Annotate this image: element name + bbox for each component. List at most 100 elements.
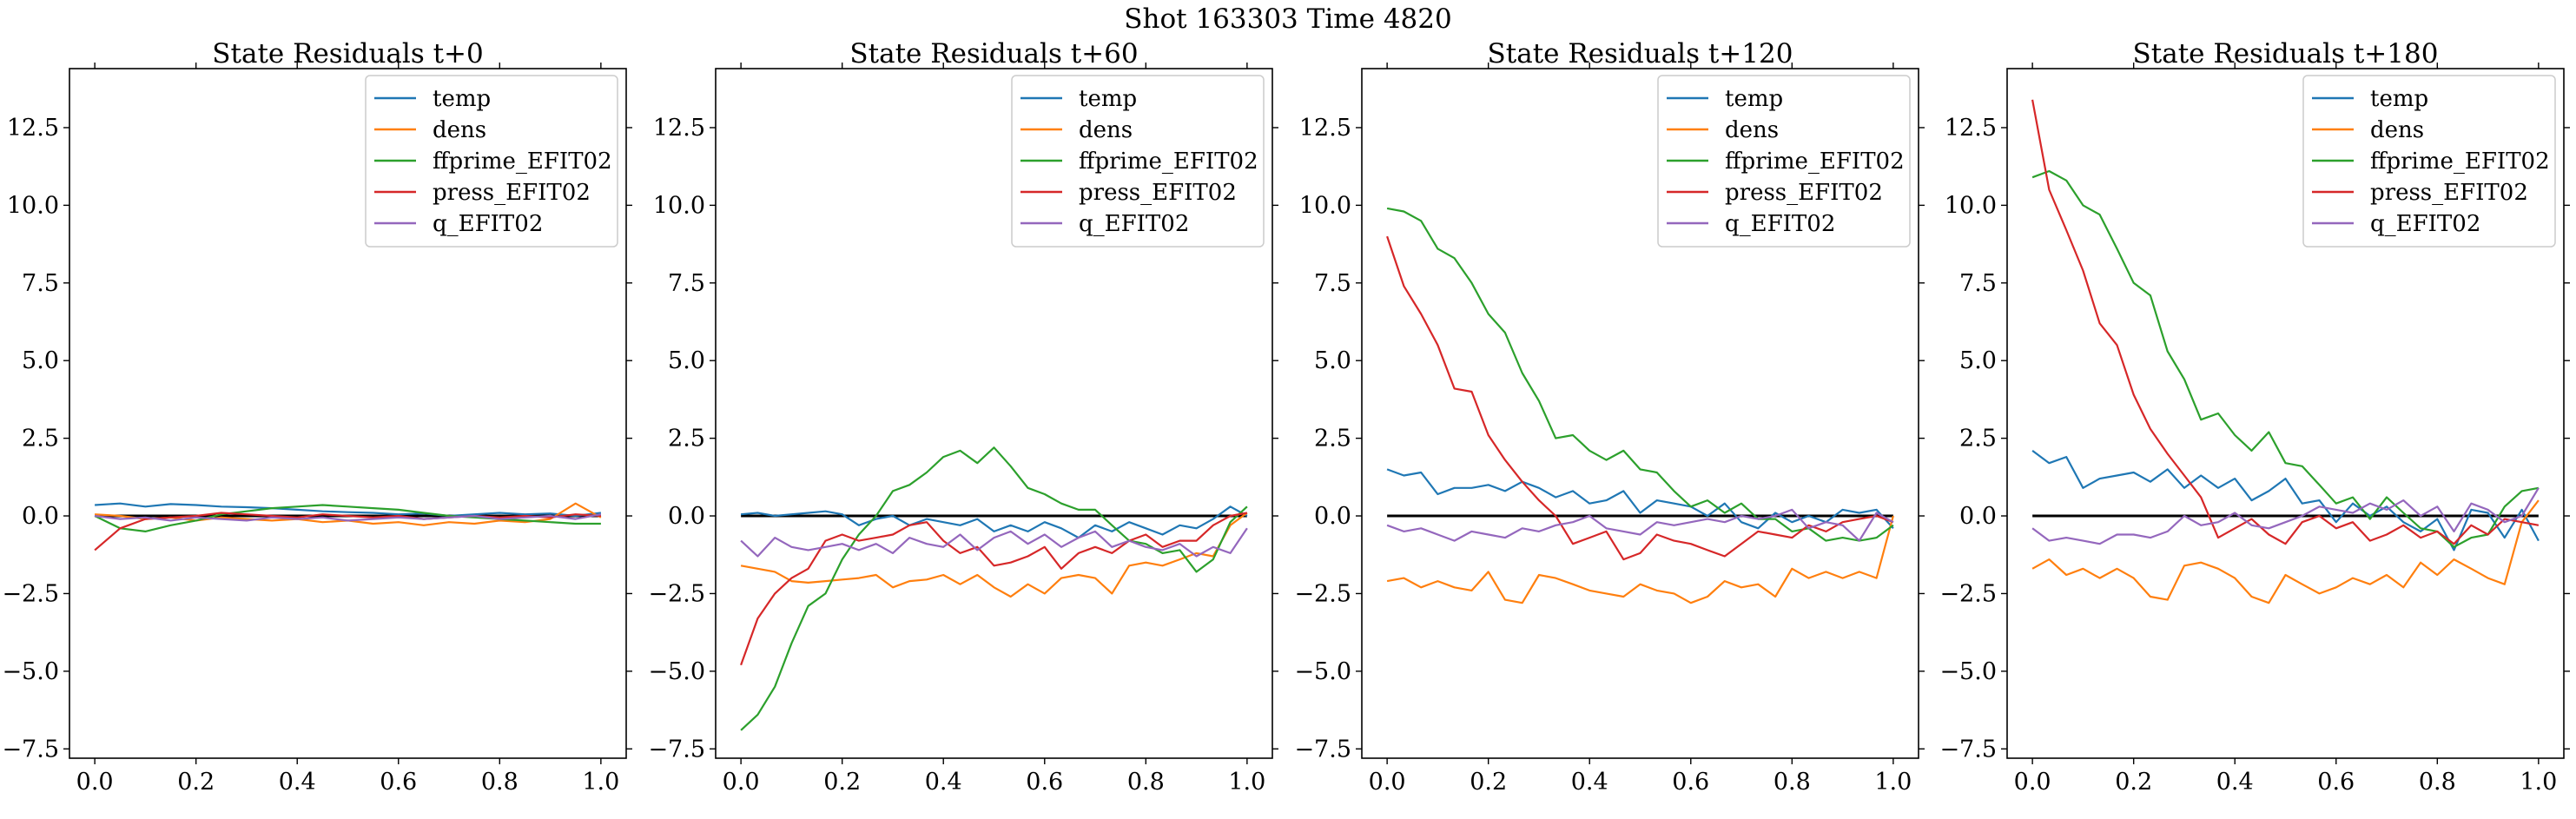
x-tick-label: 0.8 bbox=[1773, 769, 1811, 796]
y-tick-label: −7.5 bbox=[1294, 736, 1351, 763]
legend-label: press_EFIT02 bbox=[1725, 180, 1883, 206]
figure-suptitle: Shot 163303 Time 4820 bbox=[1124, 3, 1451, 35]
y-tick-label: −7.5 bbox=[2, 736, 59, 763]
legend-label: temp bbox=[433, 86, 491, 112]
y-tick-label: 12.5 bbox=[1945, 115, 1997, 142]
series-line-temp bbox=[95, 502, 602, 518]
legend-label: q_EFIT02 bbox=[1079, 211, 1189, 237]
y-tick-label: 5.0 bbox=[1314, 347, 1351, 374]
legend-label: q_EFIT02 bbox=[2370, 211, 2480, 237]
y-tick-label: 0.0 bbox=[1959, 503, 1997, 530]
y-tick-label: 5.0 bbox=[668, 347, 705, 374]
y-tick-label: 0.0 bbox=[1314, 503, 1351, 530]
x-tick-label: 0.0 bbox=[76, 769, 114, 796]
axes-frame bbox=[1361, 68, 1919, 759]
y-tick-label: 5.0 bbox=[1959, 347, 1997, 374]
y-tick-label: 12.5 bbox=[7, 115, 59, 142]
x-tick-label: 0.2 bbox=[1470, 769, 1507, 796]
x-tick-label: 0.8 bbox=[1127, 769, 1165, 796]
y-tick-label: 10.0 bbox=[653, 192, 705, 219]
legend-label: q_EFIT02 bbox=[1725, 211, 1835, 237]
y-tick-label: 0.0 bbox=[22, 503, 59, 530]
legend-box bbox=[1011, 75, 1265, 248]
panel-title: State Residuals t+0 bbox=[212, 38, 483, 69]
y-tick-label: 10.0 bbox=[1945, 192, 1997, 219]
series-line-ffprime_EFIT02 bbox=[1386, 207, 1894, 542]
chart-panel-4: State Residuals t+180 0.0 0.2 0.4 0.6 0.8 1.0 −… bbox=[1939, 38, 2570, 796]
x-tick-label: 0.6 bbox=[1026, 769, 1063, 796]
x-tick-label: 1.0 bbox=[1874, 769, 1912, 796]
axes-frame bbox=[69, 68, 627, 759]
legend-label: q_EFIT02 bbox=[433, 211, 543, 237]
panel-title: State Residuals t+180 bbox=[2133, 38, 2439, 69]
x-tick-label: 0.6 bbox=[2317, 769, 2355, 796]
x-tick-label: 0.4 bbox=[925, 769, 962, 796]
y-tick-label: 5.0 bbox=[22, 347, 59, 374]
legend-label: ffprime_EFIT02 bbox=[2370, 149, 2550, 175]
series-line-press_EFIT02 bbox=[740, 512, 1248, 666]
y-tick-label: 2.5 bbox=[22, 426, 59, 452]
series-group bbox=[740, 446, 1248, 731]
legend-label: temp bbox=[1725, 86, 1783, 112]
legend-label: press_EFIT02 bbox=[433, 180, 591, 206]
x-tick-label: 0.6 bbox=[1672, 769, 1709, 796]
panel-title: State Residuals t+60 bbox=[849, 38, 1138, 69]
series-line-ffprime_EFIT02 bbox=[2031, 169, 2540, 548]
x-tick-label: 0.0 bbox=[2014, 769, 2051, 796]
legend-label: dens bbox=[1725, 117, 1779, 143]
legend: temp dens ffprime_EFIT02 press_EFIT02 q_EFIT… bbox=[365, 75, 618, 248]
axes-frame bbox=[715, 68, 1273, 759]
legend-label: temp bbox=[2370, 86, 2428, 112]
axes-frame bbox=[2006, 68, 2565, 759]
y-tick-label: −2.5 bbox=[1294, 580, 1351, 607]
legend-box bbox=[365, 75, 618, 248]
y-tick-label: 10.0 bbox=[1299, 192, 1351, 219]
y-tick-label: 10.0 bbox=[7, 192, 59, 219]
y-tick-label: 7.5 bbox=[22, 270, 59, 297]
series-line-press_EFIT02 bbox=[94, 512, 601, 552]
y-tick-label: −7.5 bbox=[648, 736, 705, 763]
series-line-q_EFIT02 bbox=[94, 513, 602, 522]
legend-label: ffprime_EFIT02 bbox=[1079, 149, 1258, 175]
y-tick-label: 7.5 bbox=[1314, 270, 1351, 297]
legend-label: press_EFIT02 bbox=[1079, 180, 1237, 206]
y-tick-label: 7.5 bbox=[668, 270, 705, 297]
x-tick-label: 1.0 bbox=[582, 769, 619, 796]
y-tick-label: −2.5 bbox=[1939, 580, 1997, 607]
legend-label: ffprime_EFIT02 bbox=[433, 149, 612, 175]
y-tick-label: 2.5 bbox=[1959, 426, 1997, 452]
series-group bbox=[1386, 207, 1894, 604]
y-tick-label: 12.5 bbox=[653, 115, 705, 142]
series-group bbox=[2031, 99, 2540, 604]
y-tick-label: −5.0 bbox=[1939, 658, 1997, 685]
panel-title: State Residuals t+120 bbox=[1488, 38, 1793, 69]
x-tick-label: 0.8 bbox=[2419, 769, 2456, 796]
x-tick-label: 1.0 bbox=[1228, 769, 1265, 796]
series-line-press_EFIT02 bbox=[2031, 99, 2540, 545]
legend-label: temp bbox=[1079, 86, 1137, 112]
series-line-q_EFIT02 bbox=[1386, 508, 1894, 542]
series-line-q_EFIT02 bbox=[740, 527, 1248, 558]
y-tick-label: −5.0 bbox=[2, 658, 59, 685]
x-tick-label: 0.4 bbox=[279, 769, 316, 796]
y-tick-label: −2.5 bbox=[2, 580, 59, 607]
chart-panel-2: State Residuals t+60 0.0 0.2 0.4 0.6 0.8 1.0 −7… bbox=[648, 38, 1278, 796]
legend-box bbox=[2302, 75, 2556, 248]
x-tick-label: 0.2 bbox=[823, 769, 861, 796]
legend-label: dens bbox=[433, 117, 486, 143]
chart-panel-3: State Residuals t+120 0.0 0.2 0.4 0.6 0.8 1.0 −… bbox=[1294, 38, 1925, 796]
y-tick-label: 0.0 bbox=[668, 503, 705, 530]
series-line-dens bbox=[740, 512, 1248, 598]
y-tick-label: 2.5 bbox=[668, 426, 705, 452]
series-line-ffprime_EFIT02 bbox=[94, 504, 601, 533]
legend-label: press_EFIT02 bbox=[2370, 180, 2528, 206]
y-tick-label: 7.5 bbox=[1959, 270, 1997, 297]
y-tick-label: 12.5 bbox=[1299, 115, 1351, 142]
x-tick-label: 0.0 bbox=[723, 769, 760, 796]
y-tick-label: −5.0 bbox=[1294, 658, 1351, 685]
x-tick-label: 0.0 bbox=[1369, 769, 1406, 796]
legend-label: dens bbox=[2370, 117, 2424, 143]
legend: temp dens ffprime_EFIT02 press_EFIT02 q_EFIT… bbox=[1011, 75, 1265, 248]
y-tick-label: −5.0 bbox=[648, 658, 705, 685]
